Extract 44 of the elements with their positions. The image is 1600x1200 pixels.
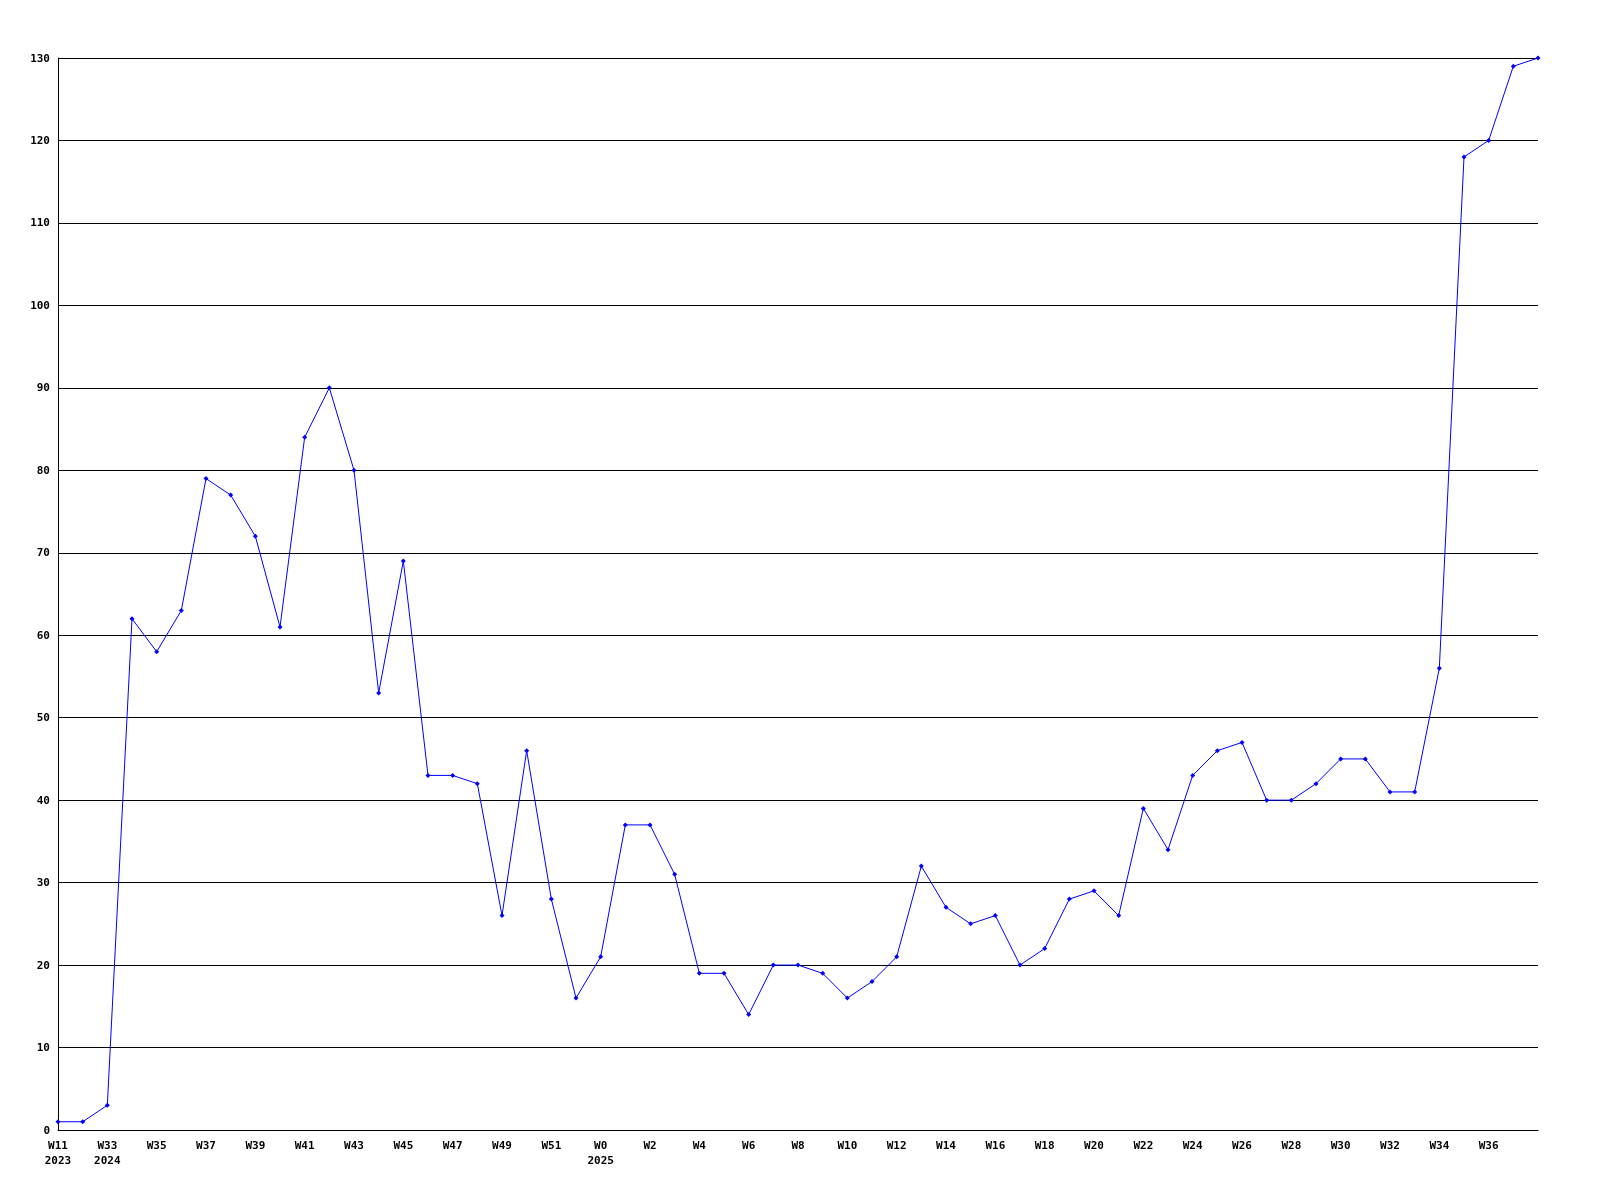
x-tick-label: W41 bbox=[294, 1139, 315, 1152]
x-tick-label: W51 bbox=[541, 1139, 562, 1152]
y-tick-label: 120 bbox=[30, 133, 50, 147]
x-tick-label: W36 bbox=[1478, 1139, 1499, 1152]
y-tick-label: 20 bbox=[36, 958, 50, 972]
x-tick-label: W16 bbox=[985, 1139, 1006, 1152]
x-tick-label: W2 bbox=[643, 1139, 657, 1152]
x-tick-label: W4 bbox=[692, 1139, 707, 1152]
x-tick-label: W30 bbox=[1330, 1139, 1351, 1152]
y-tick-label: 50 bbox=[36, 711, 50, 725]
x-tick-label: W35 bbox=[146, 1139, 167, 1152]
x-tick-label: W8 bbox=[791, 1139, 805, 1152]
x-tick-label: W18 bbox=[1034, 1139, 1055, 1152]
x-tick-label: W33 2024 bbox=[94, 1139, 121, 1167]
x-tick-label: W47 bbox=[442, 1139, 463, 1152]
x-tick-label: W49 bbox=[492, 1139, 512, 1152]
x-tick-label: W6 bbox=[742, 1139, 756, 1152]
y-tick-label: 70 bbox=[36, 546, 50, 560]
x-tick-label: W20 bbox=[1084, 1139, 1104, 1152]
x-tick-label: W32 bbox=[1380, 1139, 1400, 1152]
x-tick-label: W0 2025 bbox=[587, 1139, 614, 1167]
x-tick-label: W34 bbox=[1429, 1139, 1450, 1152]
x-tick-label: W43 bbox=[344, 1139, 364, 1152]
x-tick-label: W11 2023 bbox=[44, 1139, 72, 1167]
x-tick-label: W37 bbox=[196, 1139, 216, 1152]
x-tick-label: W14 bbox=[936, 1139, 957, 1152]
y-tick-label: 60 bbox=[36, 628, 50, 642]
x-tick-label: W39 bbox=[245, 1139, 266, 1152]
x-tick-label: W12 bbox=[886, 1139, 907, 1152]
y-tick-label: 10 bbox=[36, 1041, 50, 1055]
x-tick-label: W22 bbox=[1133, 1139, 1154, 1152]
x-tick-label: W24 bbox=[1182, 1139, 1203, 1152]
y-tick-label: 80 bbox=[36, 463, 50, 477]
y-tick-label: 110 bbox=[30, 216, 50, 230]
x-tick-label: W28 bbox=[1281, 1139, 1302, 1152]
y-tick-label: 100 bbox=[30, 298, 50, 312]
x-tick-label: W45 bbox=[393, 1139, 414, 1152]
y-tick-label: 90 bbox=[36, 381, 50, 395]
x-tick-label: W10 bbox=[837, 1139, 858, 1152]
x-tick-label: W26 bbox=[1232, 1139, 1253, 1152]
y-tick-label: 40 bbox=[36, 793, 50, 807]
y-tick-label: 30 bbox=[36, 876, 50, 890]
y-tick-label: 130 bbox=[30, 51, 50, 65]
y-tick-label: 0 bbox=[43, 1123, 50, 1137]
